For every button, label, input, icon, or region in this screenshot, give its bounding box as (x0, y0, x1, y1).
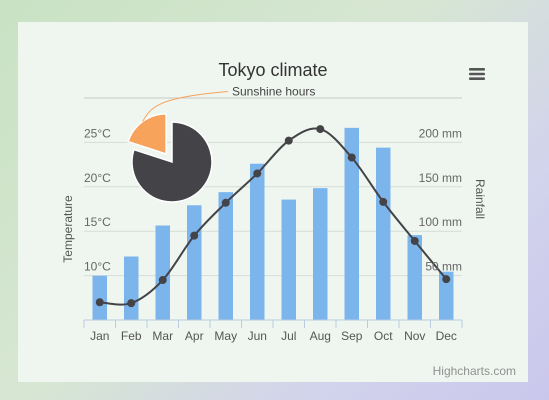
rainfall-bar[interactable] (187, 205, 202, 320)
temperature-point[interactable] (221, 198, 230, 207)
temperature-point[interactable] (127, 299, 136, 308)
x-tick-label: Jun (248, 329, 267, 343)
chart-svg: Jan Feb Mar Apr May Jun Jul Aug Sep Oct Nov Dec 10°… (61, 66, 487, 343)
y-right-axis-title: Rainfall (473, 179, 487, 219)
y-left-tick-label: 10°C (84, 260, 111, 274)
y-left-tick-label: 15°C (84, 215, 111, 229)
x-tick-label: Jan (90, 329, 109, 343)
x-tick-label: Jul (281, 329, 296, 343)
hamburger-menu-icon[interactable] (468, 66, 486, 82)
x-axis: Jan Feb Mar Apr May Jun Jul Aug Sep Oct Nov Dec (83, 319, 463, 343)
x-tick-label: Nov (404, 329, 425, 343)
chart-title: Tokyo climate (218, 60, 328, 80)
rainfall-bar[interactable] (439, 271, 454, 320)
x-tick-label: Sep (341, 329, 363, 343)
temperature-point[interactable] (379, 197, 388, 206)
rainfall-bar[interactable] (407, 235, 422, 320)
x-tick-label: Feb (121, 329, 142, 343)
y-right-tick-label: 150 mm (419, 171, 462, 185)
rainfall-bar[interactable] (281, 199, 296, 320)
rainfall-bar[interactable] (313, 188, 328, 320)
x-tick-label: Aug (310, 329, 331, 343)
y-right-tick-label: 100 mm (419, 215, 462, 229)
y-right-tick-label: 200 mm (419, 126, 462, 140)
x-tick-label: Oct (374, 329, 393, 343)
rainfall-bar[interactable] (124, 256, 139, 320)
y-axis-left: 10°C 15°C 20°C 25°C Temperature (61, 126, 111, 273)
pie-slice[interactable] (127, 113, 167, 155)
rainfall-bar[interactable] (250, 163, 265, 320)
temperature-point[interactable] (410, 236, 419, 245)
chart-card: Tokyo climate Jan Feb Mar Apr May Jun Jul Aug Se… (18, 22, 528, 382)
sunshine-pie: Sunshine hours (127, 85, 315, 203)
y-left-tick-label: 20°C (84, 171, 111, 185)
x-tick-label: Mar (152, 329, 173, 343)
rainfall-bar[interactable] (344, 127, 359, 321)
pie-slice[interactable] (131, 121, 213, 203)
temperature-point[interactable] (442, 275, 451, 284)
x-tick-label: Apr (185, 329, 204, 343)
x-tick-label: May (214, 329, 237, 343)
temperature-point[interactable] (284, 136, 293, 145)
rainfall-bar[interactable] (376, 147, 391, 320)
rainfall-bar[interactable] (218, 192, 233, 320)
temperature-point[interactable] (347, 153, 356, 162)
rainfall-bar[interactable] (155, 225, 170, 320)
temperature-point[interactable] (190, 231, 199, 240)
credits-link[interactable]: Highcharts.com (432, 364, 516, 378)
grid-lines (84, 97, 462, 277)
pie-label: Sunshine hours (232, 85, 315, 99)
temperature-point[interactable] (95, 298, 104, 307)
y-right-tick-label: 50 mm (425, 260, 462, 274)
temperature-point[interactable] (158, 276, 167, 285)
y-axis-right: 50 mm 100 mm 150 mm 200 mm Rainfall (419, 126, 487, 273)
y-left-tick-label: 25°C (84, 126, 111, 140)
x-tick-label: Dec (436, 329, 457, 343)
temperature-line (95, 125, 451, 308)
y-left-axis-title: Temperature (61, 195, 75, 263)
pie-connector (142, 91, 229, 122)
temperature-point[interactable] (316, 125, 325, 134)
rainfall-bar[interactable] (92, 275, 107, 320)
temperature-point[interactable] (253, 169, 262, 178)
